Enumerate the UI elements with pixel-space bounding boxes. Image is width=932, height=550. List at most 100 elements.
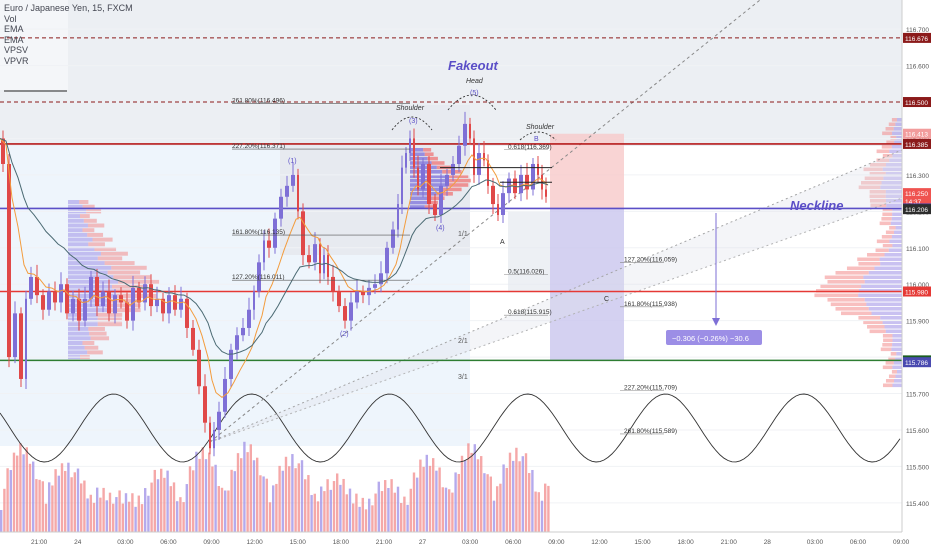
candle: [191, 327, 195, 350]
vp-right-bar: [879, 221, 891, 226]
vp-left-bar: [113, 275, 151, 280]
volume-bar: [54, 469, 57, 532]
volume-bar: [76, 468, 80, 532]
vp-head-bar: [410, 156, 428, 161]
candle: [497, 204, 499, 215]
candle: [285, 185, 289, 197]
volume-bar: [300, 460, 304, 532]
volume-bar: [361, 497, 364, 532]
volume-bar: [227, 490, 230, 532]
volume-bar: [380, 491, 384, 532]
vp-left-bar: [68, 265, 112, 270]
candle: [421, 163, 425, 190]
vp-head-bar: [446, 183, 469, 187]
price-label: 116.413: [905, 132, 928, 139]
gann-3-label: 3/1: [458, 374, 468, 381]
vp-right-bar: [867, 325, 885, 329]
candle: [71, 298, 75, 314]
vp-left-bar: [94, 247, 117, 251]
candle: [167, 295, 171, 314]
volume-bar: [204, 459, 208, 532]
volume-bar: [249, 444, 252, 532]
volume-bar: [246, 452, 249, 532]
candle: [361, 291, 365, 296]
chart-legend: Euro / Japanese Yen, 15, FXCM Vol EMA EM…: [4, 3, 133, 66]
candle: [173, 295, 177, 310]
vp-right-bar: [864, 176, 884, 181]
volume-bar: [470, 452, 473, 532]
candle: [217, 411, 221, 430]
vp-right-bar: [885, 329, 902, 334]
vp-right-bar: [893, 127, 902, 131]
vp-right-bar: [820, 284, 862, 289]
vp-right-bar: [892, 244, 902, 248]
vp-left-bar: [82, 228, 95, 233]
volume-bar: [387, 488, 390, 532]
vp-right-bar: [892, 334, 902, 338]
volume-bar: [150, 482, 153, 532]
volume-bar: [521, 456, 524, 532]
indicator-vol[interactable]: Vol: [4, 13, 17, 24]
symbol-title[interactable]: Euro / Japanese Yen, 15, FXCM: [4, 3, 133, 13]
volume-bar: [390, 479, 393, 532]
volume-bar: [515, 447, 518, 532]
volume-bar: [188, 466, 192, 532]
volume-bar: [291, 454, 294, 532]
y-tick-label: 116.700: [906, 27, 929, 34]
x-tick-label: 21:00: [376, 539, 393, 546]
vp-head-bar: [410, 148, 424, 152]
vp-left-bar: [68, 256, 98, 261]
volume-bar: [28, 463, 32, 532]
candle: [483, 153, 485, 161]
vp-left-bar: [68, 331, 90, 336]
indicator-vpvr[interactable]: VPVR: [4, 55, 29, 66]
vp-head-bar: [431, 161, 445, 165]
indicator-ema-1[interactable]: EMA: [4, 24, 24, 34]
vp-right-bar: [875, 248, 889, 253]
vp-right-bar: [881, 235, 892, 239]
candle: [107, 291, 111, 314]
vp-right-bar: [869, 190, 886, 194]
indicator-ema-2[interactable]: EMA: [4, 34, 24, 45]
x-tick-label: 27: [419, 539, 427, 546]
candle: [209, 422, 211, 449]
candle: [7, 163, 11, 358]
point-a-label: A: [500, 239, 505, 246]
volume-bar: [400, 503, 403, 532]
candle: [487, 160, 489, 186]
indicator-vpsv[interactable]: VPSV: [4, 45, 29, 55]
vp-right-bar: [861, 284, 902, 289]
vp-right-bar: [869, 194, 886, 199]
vp-left-bar: [116, 294, 157, 298]
volume-bar: [371, 505, 374, 532]
price-label: 116.250: [905, 191, 928, 198]
price-label-box: [903, 286, 931, 297]
y-tick-label: 115.700: [906, 392, 929, 399]
fib-left-label: 261.80%(116.496): [232, 97, 285, 104]
volume-bar: [176, 501, 179, 532]
volume-bar: [473, 444, 476, 532]
vp-right-bar: [886, 203, 902, 208]
vp-head-bar: [410, 187, 443, 192]
volume-bar: [256, 457, 259, 532]
vp-right-bar: [888, 374, 896, 379]
fib-left-label: 127.20%(116.011): [232, 274, 285, 281]
volume-bar: [297, 463, 300, 532]
x-tick-label: 18:00: [333, 539, 350, 546]
vp-head-bar: [410, 161, 432, 165]
vp-right-bar: [880, 316, 902, 320]
candle: [501, 193, 505, 215]
volume-bar: [396, 486, 400, 532]
vp-right-bar: [858, 262, 881, 266]
volume-bar: [121, 503, 124, 532]
candle: [491, 185, 495, 205]
vp-right-bar: [869, 329, 886, 334]
volume-bar: [406, 504, 409, 532]
head-label: Head: [466, 78, 484, 85]
volume-bar: [137, 495, 140, 532]
volume-bar: [486, 474, 489, 532]
vp-right-bar: [880, 185, 902, 190]
vp-right-bar: [883, 338, 893, 343]
candle: [229, 349, 233, 379]
